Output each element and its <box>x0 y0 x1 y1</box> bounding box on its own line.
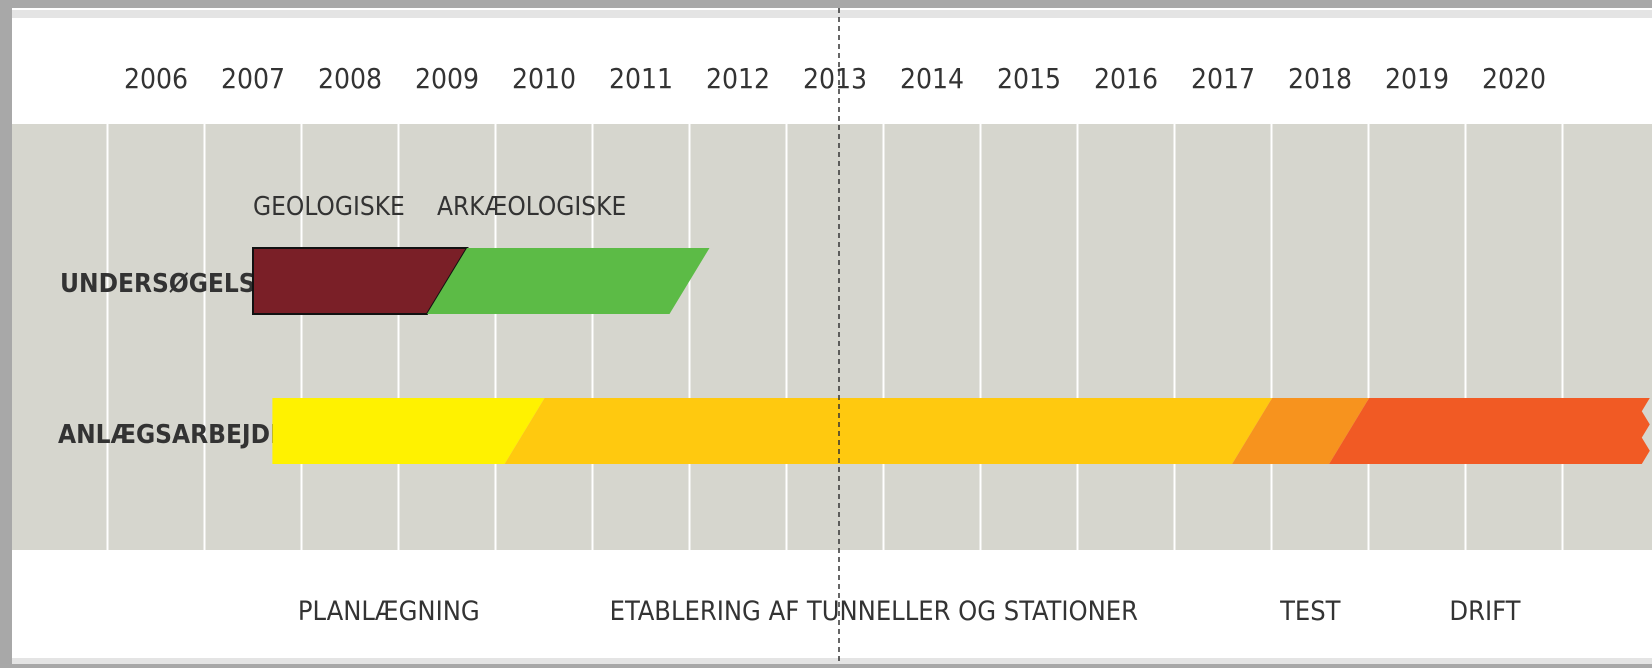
row-label: ANLÆGSARBEJDE <box>58 420 286 450</box>
timeline-segment <box>272 398 545 464</box>
segment-label: ARKÆOLOGISKE <box>437 192 626 222</box>
year-label: 2018 <box>1288 62 1352 95</box>
timeline-segment <box>1329 398 1650 464</box>
year-label: 2013 <box>803 62 867 95</box>
timeline-segment <box>427 248 710 314</box>
year-label: 2015 <box>997 62 1061 95</box>
timeline-segment <box>504 398 1273 464</box>
segment-label: GEOLOGISKE <box>253 192 405 222</box>
year-label: 2007 <box>221 62 285 95</box>
timeline-rows: UNDERSØGELSER GEOLOGISKE ARKÆOLOGISKE ANLÆG… <box>58 192 1650 464</box>
row-label: UNDERSØGELSER <box>60 269 290 299</box>
year-label: 2009 <box>415 62 479 95</box>
phase-label: DRIFT <box>1449 596 1520 627</box>
year-label: 2010 <box>512 62 576 95</box>
year-label: 2006 <box>124 62 188 95</box>
year-label: 2011 <box>609 62 673 95</box>
year-label: 2019 <box>1385 62 1449 95</box>
timeline-segment <box>1232 398 1370 464</box>
year-gridlines <box>106 124 1564 550</box>
year-label: 2008 <box>318 62 382 95</box>
year-axis: 2006 2007 2008 2009 2010 2011 2012 2013 2014 2015… <box>124 62 1546 95</box>
phase-label: PLANLÆGNING <box>298 596 480 627</box>
year-label: 2017 <box>1191 62 1255 95</box>
year-label: 2020 <box>1482 62 1546 95</box>
year-label: 2014 <box>900 62 964 95</box>
timeline-band <box>12 124 1652 550</box>
bottom-rule <box>12 658 1652 664</box>
year-label: 2012 <box>706 62 770 95</box>
phase-label: TEST <box>1279 596 1341 627</box>
phase-label: ETABLERING AF TUNNELLER OG STATIONER <box>610 596 1138 627</box>
phase-labels: PLANLÆGNING ETABLERING AF TUNNELLER OG ST… <box>298 596 1521 627</box>
year-label: 2016 <box>1094 62 1158 95</box>
top-rule <box>12 10 1652 18</box>
